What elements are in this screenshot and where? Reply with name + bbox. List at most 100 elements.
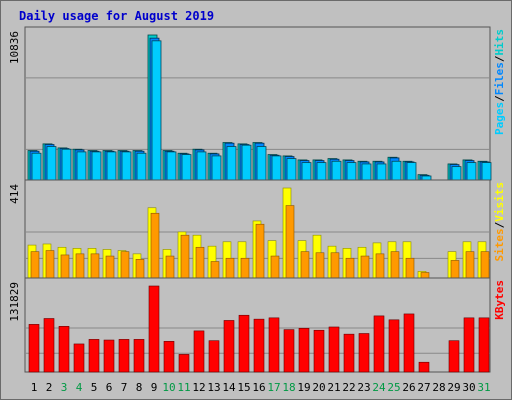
bar-sites — [375, 253, 385, 279]
bar-kbytes — [133, 339, 145, 373]
bar-sites — [105, 255, 115, 279]
bar-pages — [466, 162, 477, 181]
bar-sites — [60, 254, 70, 279]
bar-sites — [225, 257, 235, 279]
x-tick-label: 22 — [342, 381, 355, 394]
y-max-label: 10836 — [8, 31, 21, 64]
x-tick-label: 16 — [252, 381, 265, 394]
x-tick-label: 14 — [222, 381, 236, 394]
legend-entry: KBytes — [493, 280, 506, 320]
bar-pages — [211, 155, 222, 181]
legend-entry: / — [493, 55, 506, 62]
x-tick-label: 9 — [151, 381, 158, 394]
x-tick-label: 3 — [61, 381, 68, 394]
bar-kbytes — [163, 341, 175, 373]
bar-sites — [195, 246, 205, 279]
bar-kbytes — [358, 333, 370, 373]
bar-sites — [75, 253, 85, 279]
bar-pages — [271, 155, 282, 181]
bar-pages — [361, 163, 372, 181]
bar-pages — [31, 152, 42, 181]
bar-sites — [420, 272, 430, 279]
x-tick-label: 17 — [267, 381, 280, 394]
x-tick-label: 29 — [447, 381, 460, 394]
x-tick-label: 26 — [402, 381, 415, 394]
legend-entry: / — [493, 95, 506, 102]
bar-pages — [376, 163, 387, 181]
bar-kbytes — [283, 329, 295, 373]
bar-sites — [285, 205, 295, 279]
bar-sites — [180, 234, 190, 279]
bar-kbytes — [223, 320, 235, 373]
bar-sites — [165, 255, 175, 279]
bar-pages — [391, 160, 402, 181]
bar-kbytes — [253, 318, 265, 373]
bar-sites — [390, 251, 400, 279]
x-tick-label: 31 — [477, 381, 490, 394]
bar-sites — [90, 253, 100, 279]
bar-sites — [405, 257, 415, 279]
bar-sites — [270, 255, 280, 279]
bar-kbytes — [193, 330, 205, 373]
bar-sites — [210, 261, 220, 279]
bar-kbytes — [88, 339, 100, 373]
x-tick-label: 1 — [31, 381, 38, 394]
bar-sites — [450, 260, 460, 279]
x-tick-label: 25 — [387, 381, 400, 394]
bar-pages — [286, 158, 297, 181]
bar-sites — [45, 250, 55, 279]
bar-sites — [360, 255, 370, 279]
bar-kbytes — [478, 317, 490, 373]
x-tick-label: 28 — [432, 381, 445, 394]
x-tick-label: 27 — [417, 381, 430, 394]
bar-kbytes — [373, 315, 385, 373]
x-tick-label: 18 — [282, 381, 295, 394]
x-tick-label: 11 — [177, 381, 190, 394]
chart-title: Daily usage for August 2019 — [19, 9, 215, 23]
bar-pages — [181, 154, 192, 181]
bar-kbytes — [418, 361, 430, 373]
bar-kbytes — [328, 326, 340, 373]
x-tick-label: 2 — [46, 381, 53, 394]
bar-pages — [241, 144, 252, 181]
bar-pages — [61, 148, 72, 181]
x-tick-label: 10 — [162, 381, 175, 394]
bar-pages — [301, 162, 312, 181]
bar-kbytes — [208, 340, 220, 373]
bar-sites — [150, 212, 160, 279]
bar-pages — [331, 160, 342, 181]
bar-sites — [345, 257, 355, 279]
bar-kbytes — [178, 354, 190, 373]
bar-kbytes — [298, 327, 310, 373]
bar-sites — [135, 259, 145, 279]
bar-pages — [316, 162, 327, 181]
bar-pages — [421, 175, 432, 181]
x-tick-label: 24 — [372, 381, 386, 394]
legend-entry: / — [493, 221, 506, 228]
bar-kbytes — [103, 339, 115, 373]
y-max-label: 131829 — [8, 282, 21, 322]
x-tick-label: 23 — [357, 381, 370, 394]
bar-sites — [30, 251, 40, 279]
x-tick-label: 6 — [106, 381, 113, 394]
legend: Sites/Visits — [493, 182, 506, 262]
bar-sites — [255, 223, 265, 279]
x-tick-label: 8 — [136, 381, 143, 394]
bar-kbytes — [118, 339, 130, 373]
bar-sites — [240, 257, 250, 279]
y-max-label: 414 — [8, 184, 21, 204]
bar-sites — [465, 251, 475, 279]
bar-pages — [451, 166, 462, 181]
bar-kbytes — [58, 326, 70, 373]
bar-pages — [121, 151, 132, 181]
bar-sites — [480, 251, 490, 279]
legend: Pages/Files/Hits — [493, 29, 506, 135]
x-tick-label: 12 — [192, 381, 205, 394]
x-tick-label: 20 — [312, 381, 325, 394]
legend-entry: Sites — [493, 228, 506, 261]
legend-entry: Pages — [493, 102, 506, 135]
x-tick-label: 13 — [207, 381, 220, 394]
bar-kbytes — [343, 333, 355, 373]
bar-kbytes — [448, 340, 460, 373]
bar-pages — [106, 151, 117, 181]
